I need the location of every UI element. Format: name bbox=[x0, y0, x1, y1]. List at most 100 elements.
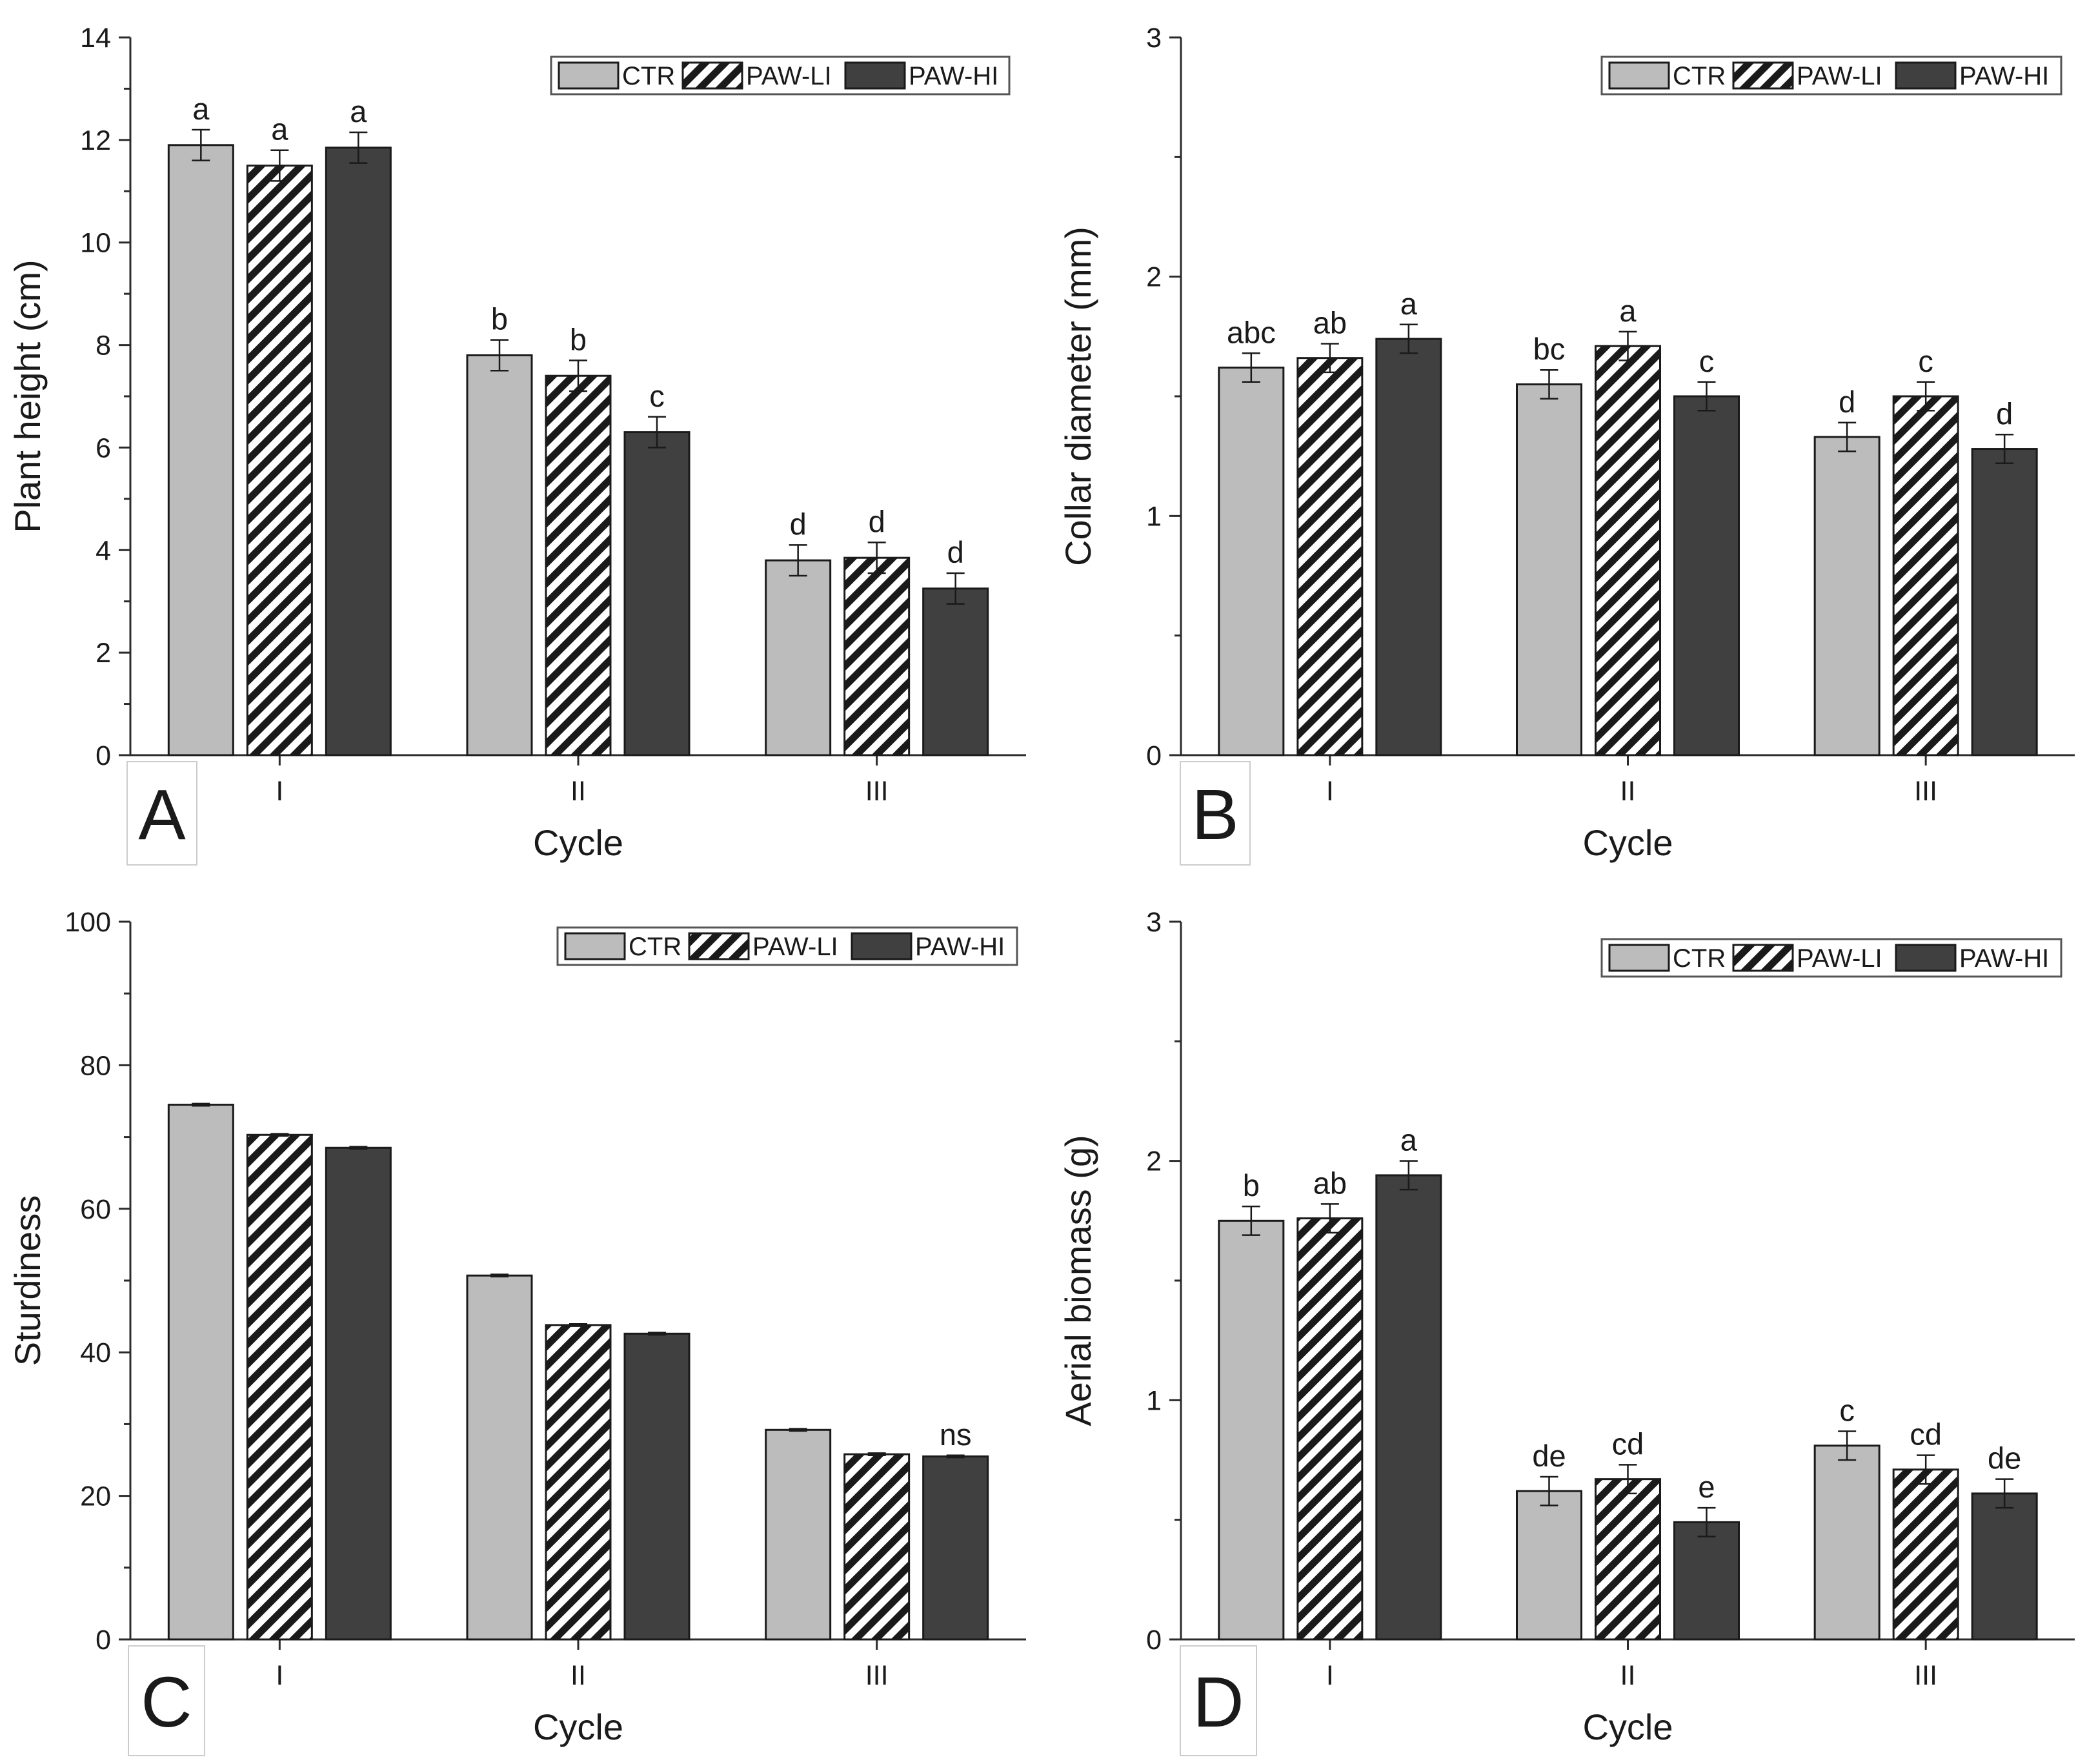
error-bar bbox=[1540, 1475, 1558, 1506]
significance-label: ab bbox=[1313, 1166, 1347, 1200]
error-bar bbox=[270, 149, 289, 182]
significance-label: ab bbox=[1313, 305, 1347, 340]
error-bar bbox=[1399, 323, 1418, 354]
bar-paw-li-ii bbox=[545, 1324, 612, 1641]
bar-paw-li-iii bbox=[1892, 395, 1959, 756]
y-tick-label: 14 bbox=[80, 23, 111, 54]
bar-paw-hi-iii bbox=[1971, 1492, 2038, 1641]
y-axis-title: Aerial biomass (g) bbox=[1058, 1135, 1098, 1426]
significance-label: b bbox=[491, 302, 508, 336]
bar-paw-li-iii bbox=[843, 556, 911, 756]
bar-ctr-ii bbox=[1516, 1490, 1582, 1641]
panel-letter-frame bbox=[126, 761, 197, 866]
legend-swatch-paw-li bbox=[688, 932, 750, 960]
significance-label: a bbox=[1400, 287, 1418, 321]
significance-label: cd bbox=[1910, 1417, 1942, 1452]
error-bar bbox=[1917, 381, 1935, 412]
y-tick-label: 40 bbox=[80, 1337, 111, 1368]
bar-ctr-i bbox=[1218, 1219, 1285, 1641]
panel-letter: A bbox=[138, 775, 186, 855]
error-bar bbox=[1242, 1205, 1260, 1236]
error-bar bbox=[569, 1323, 587, 1327]
significance-label: c bbox=[649, 379, 665, 413]
significance-label: a bbox=[1400, 1123, 1418, 1157]
bar-paw-hi-ii bbox=[1673, 395, 1740, 756]
legend-swatch-paw-hi bbox=[1895, 944, 1957, 972]
error-bar bbox=[789, 1428, 807, 1432]
significance-label: c bbox=[1839, 1394, 1855, 1428]
significance-label: a bbox=[192, 92, 210, 126]
legend-swatch-paw-hi bbox=[851, 932, 912, 960]
y-tick-label: 2 bbox=[1146, 1146, 1162, 1177]
y-tick-label: 6 bbox=[96, 432, 111, 463]
bar-paw-li-i bbox=[246, 165, 313, 756]
bar-paw-li-iii bbox=[843, 1453, 911, 1641]
y-tick-label: 2 bbox=[1146, 262, 1162, 293]
bar-ctr-iii bbox=[1813, 1445, 1880, 1641]
legend-swatch-ctr bbox=[564, 932, 626, 960]
significance-label: a bbox=[271, 112, 288, 147]
y-tick-label: 100 bbox=[65, 907, 111, 938]
significance-label: b bbox=[570, 322, 587, 356]
legend-swatch-paw-hi bbox=[1895, 61, 1957, 90]
significance-label: cd bbox=[1612, 1426, 1644, 1461]
legend: CTR PAW-LI PAW-HI bbox=[556, 926, 1018, 966]
bar-paw-li-ii bbox=[1595, 1478, 1661, 1641]
error-bar bbox=[867, 542, 886, 574]
legend-label: PAW-HI bbox=[1959, 944, 2049, 973]
panel-letter-frame bbox=[128, 1645, 205, 1756]
x-tick-label: I bbox=[276, 776, 283, 807]
error-bar bbox=[867, 1452, 886, 1457]
legend-label: CTR bbox=[629, 933, 681, 961]
significance-label: a bbox=[350, 94, 367, 128]
bar-ctr-i bbox=[1218, 367, 1285, 756]
legend-frame bbox=[550, 56, 1011, 96]
bar-paw-li-ii bbox=[1595, 345, 1661, 756]
significance-label: d bbox=[1839, 385, 1855, 419]
y-tick-label: 3 bbox=[1146, 23, 1162, 54]
error-bar bbox=[1618, 1464, 1637, 1495]
error-bar bbox=[946, 1454, 965, 1459]
y-tick-label: 0 bbox=[1146, 740, 1162, 771]
legend-frame bbox=[1600, 938, 2062, 978]
bar-paw-hi-iii bbox=[922, 1455, 989, 1641]
legend-swatch-paw-li bbox=[681, 61, 743, 90]
error-bar bbox=[349, 1146, 368, 1150]
y-tick-label: 20 bbox=[80, 1481, 111, 1512]
panel-letter-frame bbox=[1180, 761, 1251, 866]
panel-letter: C bbox=[141, 1663, 192, 1742]
error-bar bbox=[1838, 421, 1857, 452]
significance-label: c bbox=[1918, 344, 1933, 378]
significance-label: ns bbox=[940, 1417, 972, 1452]
legend-label: PAW-LI bbox=[1797, 944, 1882, 973]
y-tick-label: 80 bbox=[80, 1050, 111, 1081]
bar-paw-hi-ii bbox=[623, 431, 691, 756]
legend-label: PAW-LI bbox=[752, 933, 838, 961]
y-axis-title: Collar diameter (mm) bbox=[1058, 227, 1098, 566]
legend-swatch-ctr bbox=[1608, 61, 1670, 90]
legend-swatch-ctr bbox=[558, 61, 620, 90]
x-tick-label: II bbox=[1620, 776, 1636, 807]
legend-swatch-paw-hi bbox=[844, 61, 906, 90]
error-bar bbox=[192, 1102, 210, 1107]
legend-swatch-ctr bbox=[1608, 944, 1670, 972]
legend-label: PAW-HI bbox=[915, 933, 1005, 961]
legend-label: PAW-HI bbox=[1959, 62, 2049, 90]
error-bar bbox=[1618, 330, 1637, 361]
y-tick-label: 0 bbox=[96, 1625, 111, 1656]
error-bar bbox=[946, 572, 965, 605]
error-bar bbox=[490, 1273, 509, 1278]
error-bar bbox=[1242, 352, 1260, 383]
significance-label: d bbox=[1996, 396, 2013, 431]
bar-paw-li-iii bbox=[1892, 1468, 1959, 1641]
legend-label: PAW-HI bbox=[909, 62, 998, 90]
x-axis-title: Cycle bbox=[533, 822, 623, 863]
significance-label: abc bbox=[1227, 315, 1276, 349]
y-tick-label: 8 bbox=[96, 330, 111, 361]
y-tick-label: 60 bbox=[80, 1194, 111, 1225]
significance-label: d bbox=[790, 507, 807, 541]
